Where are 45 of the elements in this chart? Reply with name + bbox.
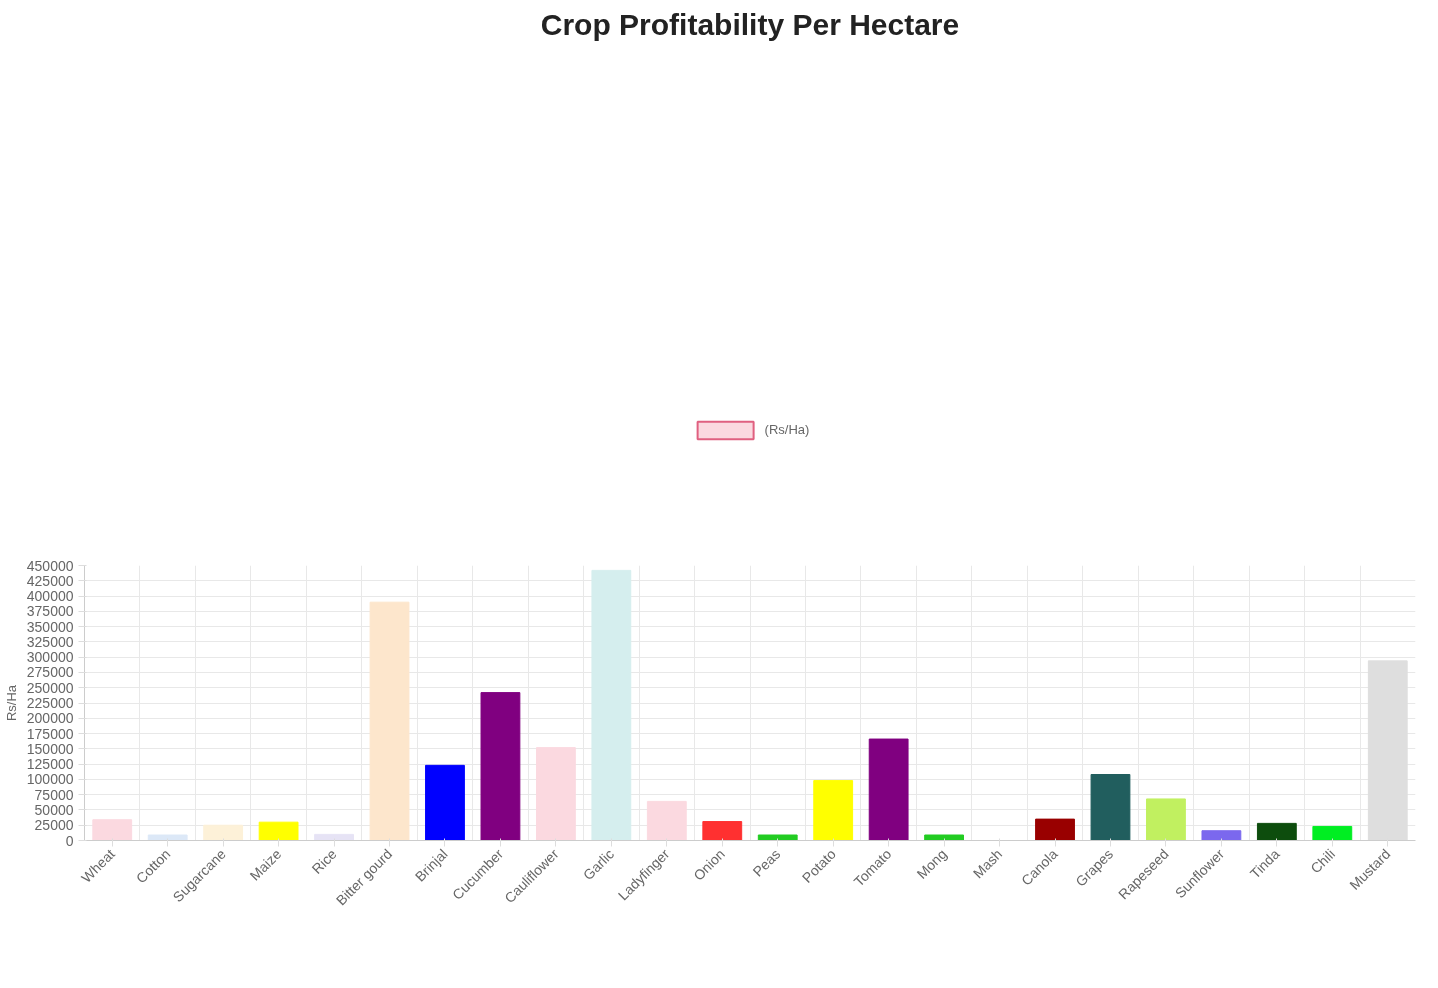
bar (480, 692, 521, 841)
y-tick-label: 175000 (26, 725, 74, 742)
chart-title: Crop Profitability Per Hectare (540, 7, 960, 41)
bar (924, 834, 965, 841)
bar (702, 821, 743, 841)
bar (868, 738, 909, 841)
y-tick-label: 350000 (26, 618, 74, 635)
bar (646, 800, 687, 841)
legend-label: (Rs/Ha) (764, 422, 810, 437)
bar (1035, 818, 1075, 841)
y-tick-label: 300000 (26, 649, 74, 666)
y-tick-label: 100000 (26, 771, 74, 788)
y-tick-label: 375000 (26, 603, 74, 620)
bar (1090, 774, 1131, 841)
y-tick-label: 275000 (26, 664, 74, 681)
bar (425, 764, 465, 841)
y-tick-label: 50000 (34, 801, 74, 818)
y-tick-label: 150000 (26, 740, 74, 757)
y-tick-label: 450000 (26, 557, 74, 574)
bar (813, 780, 854, 841)
y-axis-title: Rs/Ha (3, 684, 19, 722)
y-tick-label: 200000 (26, 710, 74, 727)
y-tick-label: 325000 (26, 633, 74, 650)
y-tick-label: 75000 (34, 786, 74, 803)
y-tick-label: 425000 (26, 572, 74, 589)
bar (1146, 798, 1186, 841)
bar (535, 747, 576, 841)
bar (591, 569, 632, 841)
y-tick-label: 0 (65, 832, 74, 849)
bar (314, 833, 354, 841)
bar (147, 834, 188, 841)
y-tick-label: 225000 (26, 695, 74, 711)
y-tick-label: 25000 (34, 817, 74, 834)
bar (1312, 825, 1353, 841)
bar (258, 821, 299, 841)
bar (1256, 822, 1297, 841)
bar (92, 819, 133, 841)
y-tick-label: 400000 (26, 588, 74, 605)
bar (757, 834, 798, 841)
y-tick-label: 250000 (26, 679, 74, 696)
x-tick-label: Rice (308, 845, 340, 877)
y-tick-label: 125000 (26, 756, 74, 773)
bar (203, 824, 244, 841)
bar (369, 601, 410, 841)
bar (1201, 830, 1242, 841)
